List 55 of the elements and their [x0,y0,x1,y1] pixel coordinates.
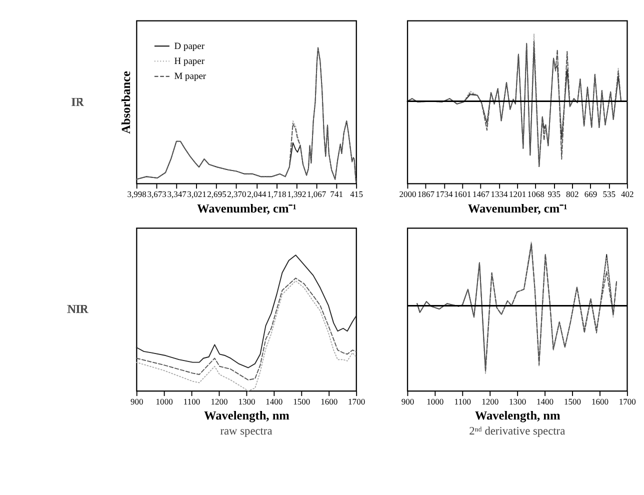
text: raw spectra [220,425,272,438]
x-tick-label: 535 [602,189,616,200]
x-tick-label: 935 [548,189,561,200]
x-axis-title: Wavenumber, cm⁻¹ [196,201,297,216]
x-tick-label: 1734 [436,189,454,200]
x-tick-label: 1300 [238,396,256,407]
x-tick-label: 1400 [266,396,283,407]
x-tick-label: 3,673 [147,189,166,200]
text: IR [72,94,85,109]
legend-label: D paper [174,42,206,52]
x-tick-label: 2,370 [227,189,246,200]
x-tick-label: 1,392 [287,189,306,200]
x-tick-label: 802 [566,189,579,200]
x-tick-label: 3,021 [187,189,206,200]
legend-label: M paper [174,72,207,82]
x-tick-label: 3,347 [167,189,188,200]
x-axis-title: Wavelength, nm [204,408,290,423]
x-tick-label: 1867 [417,189,436,200]
x-tick-label: 2,044 [247,189,267,200]
x-tick-label: 1700 [348,396,366,407]
x-tick-label: 741 [330,189,343,200]
text: NIR [67,302,90,316]
x-tick-label: 1100 [454,396,471,407]
x-tick-label: 1100 [183,396,200,407]
x-tick-label: 1000 [156,396,173,407]
x-tick-label: 900 [401,396,414,407]
x-tick-label: 1201 [509,189,526,200]
x-tick-label: 1334 [490,189,509,200]
x-tick-label: 1,067 [307,189,327,200]
x-tick-label: 415 [350,189,363,200]
x-tick-label: 2000 [399,189,416,200]
x-tick-label: 1500 [293,396,310,407]
x-tick-label: 1600 [320,396,338,407]
x-tick-label: 1200 [210,396,228,407]
x-tick-label: 1200 [482,396,499,407]
x-tick-label: 1300 [509,396,526,407]
x-tick-label: 402 [621,189,634,200]
x-tick-label: 1,718 [267,189,286,200]
x-tick-label: 3,998 [127,189,146,200]
x-tick-label: 1000 [426,396,444,407]
x-tick-label: 900 [130,396,144,407]
x-tick-label: 1700 [618,396,636,407]
x-axis-title: Wavenumber, cm⁻¹ [468,201,568,216]
x-axis-title: Wavelength, nm [474,408,562,423]
y-axis-title: Absorbance [119,70,134,134]
text: 2ⁿᵈ derivative spectra [469,425,566,438]
x-tick-label: 1068 [527,189,544,200]
legend-label: H paper [174,57,206,68]
x-tick-label: 2,695 [207,189,226,200]
x-tick-label: 1600 [591,396,608,407]
x-tick-label: 1500 [564,396,582,407]
x-tick-label: 1601 [454,189,472,200]
x-tick-label: 1467 [472,189,490,200]
x-tick-label: 669 [584,189,598,200]
x-tick-label: 1400 [536,396,554,407]
